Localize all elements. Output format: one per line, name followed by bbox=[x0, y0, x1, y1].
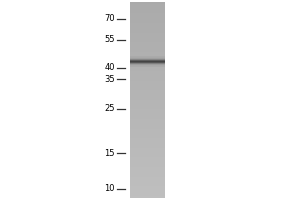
Text: 15: 15 bbox=[104, 149, 115, 158]
Bar bbox=[165, 0, 300, 200]
Text: 55: 55 bbox=[104, 35, 115, 44]
Text: 25: 25 bbox=[104, 104, 115, 113]
Text: 35: 35 bbox=[104, 75, 115, 84]
Text: 10: 10 bbox=[104, 184, 115, 193]
Bar bbox=[0, 0, 70, 200]
Text: 40: 40 bbox=[104, 63, 115, 72]
Text: 70: 70 bbox=[104, 14, 115, 23]
